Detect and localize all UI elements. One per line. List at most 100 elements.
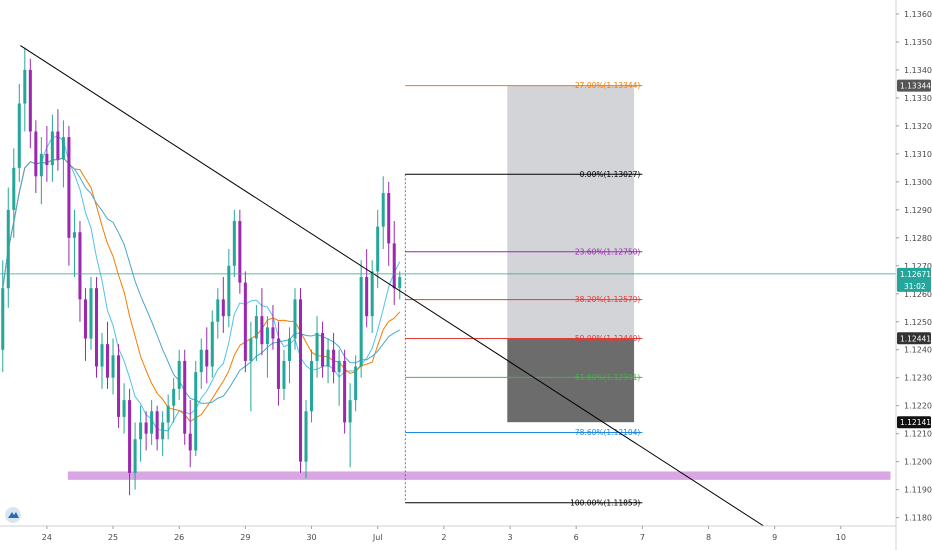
candle-body	[232, 221, 236, 266]
candle-body	[39, 153, 43, 177]
candle-body	[61, 137, 65, 160]
time-tick-label: 9	[772, 533, 777, 542]
candle-body	[254, 316, 258, 339]
candle-body	[45, 153, 49, 166]
price-axis[interactable]: 1.13600 1.13500 1.13400 1.13300 1.13200 1.131…	[895, 0, 932, 550]
candle-body	[321, 332, 325, 367]
price-tick-label: 1.13200	[904, 122, 932, 131]
target-box[interactable]	[507, 85, 635, 339]
price-tick-label: 1.13600	[904, 10, 932, 19]
candle-body	[376, 226, 380, 272]
time-tick-label: 10	[836, 533, 846, 542]
candle-body	[50, 131, 54, 166]
support-zone[interactable]	[67, 471, 891, 480]
candle-body	[183, 360, 187, 434]
time-tick-label: 7	[640, 533, 645, 542]
fib-level-label: -27.00%(1.13344)	[572, 81, 640, 90]
candle-body	[370, 271, 374, 317]
bar-countdown-label: 31:02	[904, 282, 926, 291]
candle-body	[155, 411, 159, 440]
fib-level-label: 23.60%(1.12750)	[575, 247, 641, 256]
price-tick-label: 1.11900	[904, 486, 932, 495]
candle-body	[398, 276, 402, 289]
candle-body	[238, 221, 242, 283]
candle-body	[243, 282, 247, 361]
fib-level-label: 50.00%(1.12440)	[575, 334, 641, 343]
candle-body	[172, 388, 176, 406]
candle-body	[194, 372, 198, 451]
candle-body	[354, 366, 358, 401]
candle-body	[12, 167, 16, 210]
trendline-layer[interactable]	[20, 45, 764, 527]
price-tick-label: 1.12700	[904, 262, 932, 271]
price-tick-label: 1.12300	[904, 374, 932, 383]
fibonacci-layer[interactable]: -27.00%(1.13344) 0.00%(1.13027) 23.60%(1.1…	[404, 81, 643, 507]
candle-body	[332, 349, 336, 373]
fib-level-label: 61.80%(1.12301)	[575, 373, 641, 382]
time-tick-label: 8	[706, 533, 711, 542]
candle-body	[265, 327, 269, 345]
candle-body	[17, 103, 21, 168]
candle-body	[122, 400, 126, 417]
price-tick-label: 1.12500	[904, 318, 932, 327]
candle-body	[28, 69, 32, 132]
candle-body	[210, 321, 214, 367]
price-tick-label: 1.12100	[904, 430, 932, 439]
candle-body	[337, 360, 341, 373]
candle-body	[94, 288, 99, 367]
candle-body	[276, 338, 280, 389]
candle-body	[348, 400, 352, 423]
price-tick-label: 1.12000	[904, 458, 932, 467]
time-axis[interactable]: 24 25 26 29 30 Jul 2 3 6 7 8 9 10	[0, 525, 896, 542]
price-tag	[897, 332, 931, 345]
candle-body	[1, 288, 5, 350]
candle-body	[205, 349, 209, 367]
candle-body	[133, 439, 137, 473]
candle-body	[359, 276, 363, 367]
candle-body	[249, 338, 253, 361]
candle-body	[72, 232, 76, 238]
price-tick-label: 1.12200	[904, 402, 932, 411]
candle-body	[106, 344, 110, 378]
price-tick-label: 1.13300	[904, 94, 932, 103]
candle-body	[387, 193, 391, 244]
price-tick-label: 1.13400	[904, 66, 932, 75]
price-tag-label: 1.12441	[900, 334, 931, 343]
tradingview-logo[interactable]	[5, 507, 21, 523]
candle-body	[315, 332, 319, 361]
last-price-tag	[897, 267, 931, 292]
price-tick-label: 1.12600	[904, 290, 932, 299]
time-tick-label: Jul	[372, 533, 383, 542]
candle-body	[188, 433, 192, 451]
time-tick-label: 26	[174, 533, 184, 542]
price-tick-label: 1.13000	[904, 178, 932, 187]
candle-body	[6, 209, 10, 289]
candle-body	[227, 265, 231, 317]
candle-body	[23, 69, 27, 104]
support-zone-layer	[67, 471, 891, 480]
candle-body	[287, 338, 291, 361]
candle-body	[150, 411, 154, 434]
candle-body	[111, 355, 115, 378]
price-tick-label: 1.12900	[904, 206, 932, 215]
candle-body	[166, 405, 170, 423]
candle-body	[381, 193, 385, 227]
candle-body	[177, 360, 181, 389]
fib-level-label: 100.00%(1.11853)	[570, 498, 640, 507]
candle-body	[34, 131, 38, 177]
descending-trendline[interactable]	[20, 45, 764, 527]
time-tick-label: 29	[240, 533, 250, 542]
candle-body	[89, 288, 93, 339]
time-tick-label: 3	[507, 533, 512, 542]
candle-body	[67, 137, 71, 238]
candle-body	[78, 232, 82, 300]
time-tick-label: 25	[108, 533, 118, 542]
candle-body	[293, 299, 297, 339]
candle-body	[271, 327, 275, 339]
candle-body	[282, 360, 286, 389]
price-tag	[897, 416, 931, 429]
stop-box[interactable]	[507, 338, 635, 423]
fib-level-label: 0.00%(1.13027)	[580, 170, 641, 179]
candle-body	[56, 131, 60, 160]
